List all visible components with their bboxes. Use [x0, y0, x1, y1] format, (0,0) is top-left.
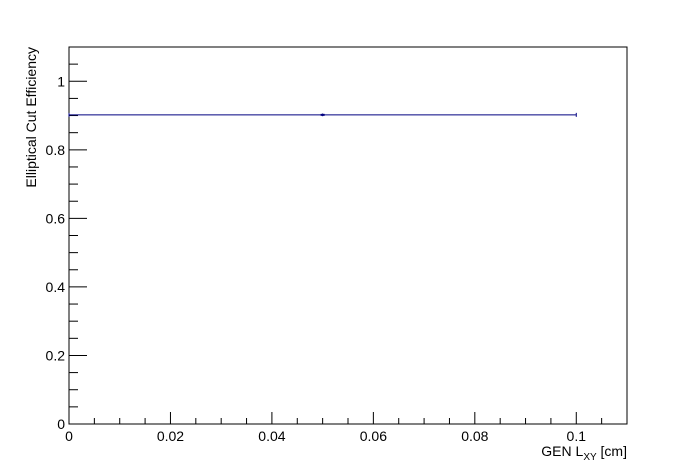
- y-tick-label: 0.8: [46, 142, 66, 158]
- tick-labels: 0 0.02 0.04 0.06 0.08 0.1 0 0.2 0.4 0.6 0.8 1: [46, 73, 587, 444]
- axis-ticks: [68, 46, 628, 425]
- y-tick-label: 0.4: [46, 279, 66, 295]
- x-axis-label: GEN LXY [cm]: [541, 443, 627, 463]
- plot-frame: [68, 46, 628, 425]
- x-tick-label: 0.1: [567, 428, 587, 444]
- y-tick-label: 0.6: [46, 210, 66, 226]
- x-tick-label: 0: [65, 428, 73, 444]
- x-tick-label: 0.04: [258, 428, 285, 444]
- y-axis-label: Elliptical Cut Efficiency: [23, 47, 39, 188]
- x-tick-label: 0.06: [360, 428, 387, 444]
- x-tick-label: 0.08: [461, 428, 488, 444]
- data-point: [320, 113, 325, 116]
- y-tick-label: 1: [57, 73, 65, 89]
- data-layer: [68, 112, 577, 117]
- y-tick-label: 0.2: [46, 347, 66, 363]
- x-tick-label: 0.02: [157, 428, 184, 444]
- y-tick-label: 0: [57, 416, 65, 432]
